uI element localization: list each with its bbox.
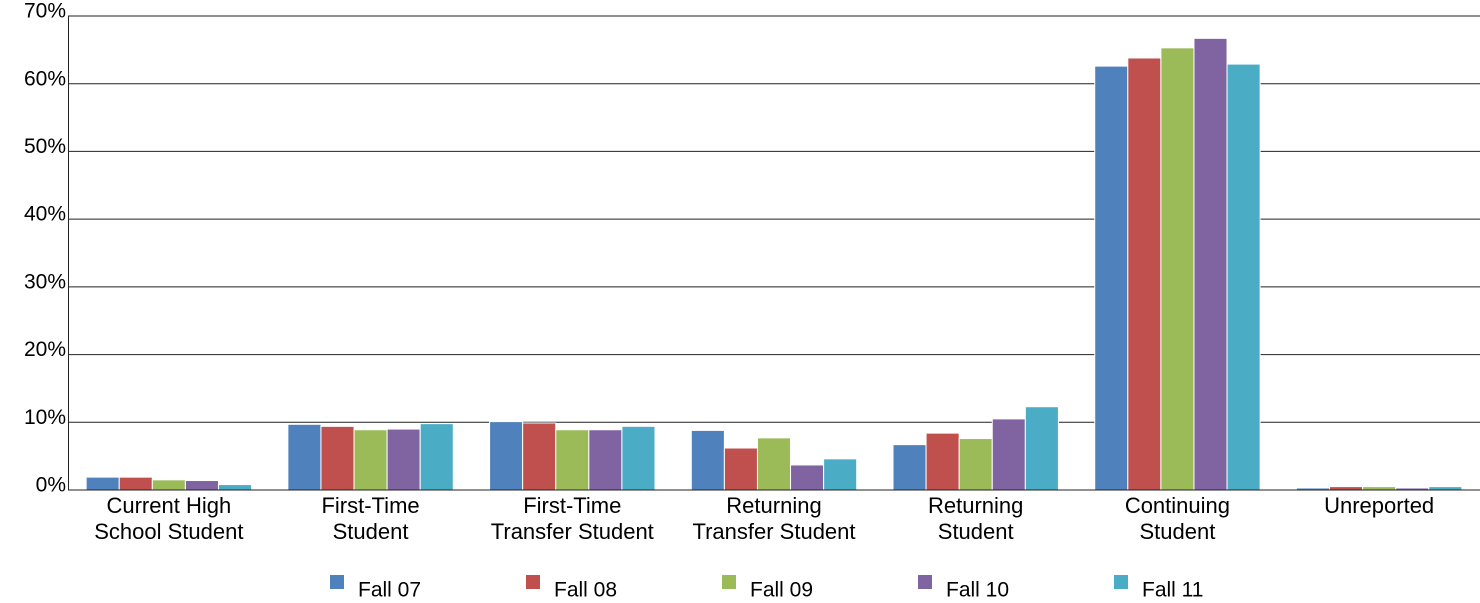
bar [1226,63,1261,491]
bar [892,444,927,491]
legend-label: Fall 07 [358,579,421,602]
bar [621,425,656,491]
bar [958,438,993,491]
legend-swatch [918,575,932,589]
y-tick-label: 50% [24,135,66,158]
x-tick-label: Continuing Student [1124,493,1230,544]
bar [1428,486,1463,491]
bar [287,423,322,491]
x-tick-label: First-Time Student [321,493,420,544]
y-tick-label: 70% [24,0,66,23]
bar [151,479,186,491]
bar [353,429,388,491]
bar [1193,37,1228,491]
y-tick-label: 20% [24,338,66,361]
y-tick-label: 40% [24,203,66,226]
bar [1329,486,1364,491]
bar [1127,57,1162,491]
bar [1362,486,1397,491]
bar [320,425,355,491]
legend-label: Fall 08 [554,579,617,602]
legend-label: Fall 10 [946,579,1009,602]
bar [823,458,858,491]
y-tick-label: 60% [24,67,66,90]
bar [925,432,960,491]
x-tick-label: Returning Transfer Student [692,493,856,544]
bar [386,428,421,491]
y-tick-label: 30% [24,270,66,293]
legend-label: Fall 09 [750,579,813,602]
legend-swatch [1114,575,1128,589]
bar [588,429,623,491]
legend-swatch [722,575,736,589]
bar [1024,406,1059,491]
x-tick-label: Unreported [1324,493,1435,518]
y-tick-label: 10% [24,406,66,429]
x-tick-label: Current High School Student [94,493,244,544]
x-tick-label: First-Time Transfer Student [490,493,654,544]
x-tick-label: Returning Student [928,493,1024,544]
bar [85,476,120,491]
bar [419,423,454,491]
bar [522,422,557,491]
bar [184,480,219,491]
bar [723,447,758,491]
bar [690,429,725,491]
bar [790,464,825,491]
bar [555,429,590,491]
bar [991,418,1026,491]
bar [1160,47,1195,491]
legend-swatch [526,575,540,589]
legend-label: Fall 11 [1142,579,1203,602]
bar [756,437,792,491]
bar [489,421,524,491]
bar [1094,65,1129,491]
legend-swatch [330,575,344,589]
bar [118,476,153,491]
y-tick-label: 0% [36,474,66,497]
bar [217,484,253,491]
